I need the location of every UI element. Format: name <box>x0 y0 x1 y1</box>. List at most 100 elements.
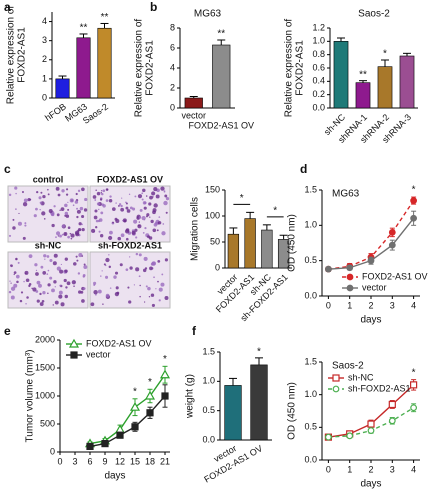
cell-dot <box>67 201 69 203</box>
y-tick-label: 3 <box>42 35 47 45</box>
cell-dot <box>149 266 153 271</box>
bar <box>212 44 231 109</box>
bar <box>261 229 273 269</box>
cell-dot <box>38 196 42 200</box>
cell-dot <box>101 192 104 196</box>
cell-dot <box>67 226 71 230</box>
cell-dot <box>67 208 70 211</box>
cell-dot <box>60 207 65 212</box>
cell-dot <box>138 275 141 278</box>
x-tick-label: 6 <box>87 456 92 466</box>
y-tick-label: 0.5 <box>202 405 215 415</box>
x-tick-label: 4 <box>411 464 416 474</box>
cell-dot <box>70 237 73 240</box>
cell-dot <box>96 191 101 196</box>
cell-dot <box>137 194 143 199</box>
cell-dot <box>65 214 70 218</box>
y-tick-label: 50 <box>210 236 220 246</box>
image-label: FOXD2-AS1 OV <box>97 174 163 184</box>
panel-letter: e <box>4 324 11 338</box>
cell-dot <box>158 287 163 292</box>
cell-dot <box>15 257 18 261</box>
error-bar <box>229 227 238 235</box>
cell-dot <box>24 222 27 225</box>
image-label: control <box>33 174 64 184</box>
cell-dot <box>41 299 45 303</box>
cell-dot <box>157 259 161 263</box>
marker <box>131 423 139 431</box>
cell-dot <box>164 194 168 198</box>
cell-dot <box>94 199 97 201</box>
cell-dot <box>48 209 53 214</box>
cell-dot <box>64 257 68 261</box>
cell-dot <box>51 288 55 293</box>
marker <box>410 381 418 389</box>
cell-dot <box>138 216 142 219</box>
significance: ** <box>359 69 367 80</box>
cell-dot <box>122 219 124 222</box>
y-tick-label: 1500 <box>35 362 55 372</box>
marker <box>388 400 396 409</box>
y-tick-label: 0.5 <box>304 255 317 265</box>
cell-dot <box>139 284 141 287</box>
cell-dot <box>103 263 106 266</box>
cell-dot <box>47 193 50 196</box>
cell-dot <box>138 253 142 257</box>
cell-dot <box>143 201 147 205</box>
cell-dot <box>59 209 61 212</box>
cell-dot <box>156 229 159 232</box>
micrograph <box>7 251 89 309</box>
cell-dot <box>141 198 144 201</box>
cell-dot <box>147 235 151 239</box>
cell-dot <box>81 255 84 257</box>
cell-dot <box>25 278 30 283</box>
cell-dot <box>58 294 63 299</box>
significance: ** <box>80 23 88 34</box>
legend-label: vector <box>362 282 387 292</box>
significance: * <box>273 205 277 216</box>
y-tick-label: 0 <box>42 92 47 102</box>
cell-dot <box>15 274 20 279</box>
cell-dot <box>157 280 159 283</box>
chart-title: MG63 <box>332 189 360 200</box>
cell-dot <box>75 255 78 258</box>
cell-dot <box>14 186 18 190</box>
x-tick-label: FOXD2-AS1 OV <box>188 120 254 130</box>
cell-dot <box>125 201 127 204</box>
cell-dot <box>35 272 39 276</box>
legend-label: vector <box>86 349 111 359</box>
cell-dot <box>145 285 148 288</box>
cell-dot <box>146 213 150 217</box>
cell-dot <box>145 195 148 197</box>
cell-dot <box>65 286 68 289</box>
cell-dot <box>13 271 17 274</box>
cell-dot <box>100 191 102 194</box>
marker <box>86 442 94 450</box>
cell-dot <box>163 200 168 206</box>
cell-dot <box>134 228 138 232</box>
y-tick-label: 0.0 <box>312 102 325 112</box>
significance: * <box>240 193 244 204</box>
cell-dot <box>34 263 38 267</box>
cell-dot <box>26 296 29 299</box>
x-axis-label: days <box>360 479 381 490</box>
cell-dot <box>125 268 129 272</box>
bar <box>97 27 112 99</box>
cell-dot <box>109 195 112 198</box>
y-tick-label: 1.5 <box>304 184 317 194</box>
bar <box>377 66 393 109</box>
marker <box>410 214 418 222</box>
x-axis-label: days <box>360 315 381 326</box>
cell-dot <box>60 302 65 307</box>
significance: * <box>163 354 167 365</box>
cell-dot <box>120 233 125 238</box>
cell-dot <box>65 188 69 191</box>
y-tick-label: 1.0 <box>304 389 317 399</box>
cell-dot <box>158 216 161 218</box>
y-tick-label: 0.0 <box>304 290 317 300</box>
cell-dot <box>108 254 110 256</box>
cell-dot <box>79 206 84 211</box>
cell-dot <box>81 227 85 232</box>
cell-dot <box>153 187 158 192</box>
cell-dot <box>133 284 136 286</box>
